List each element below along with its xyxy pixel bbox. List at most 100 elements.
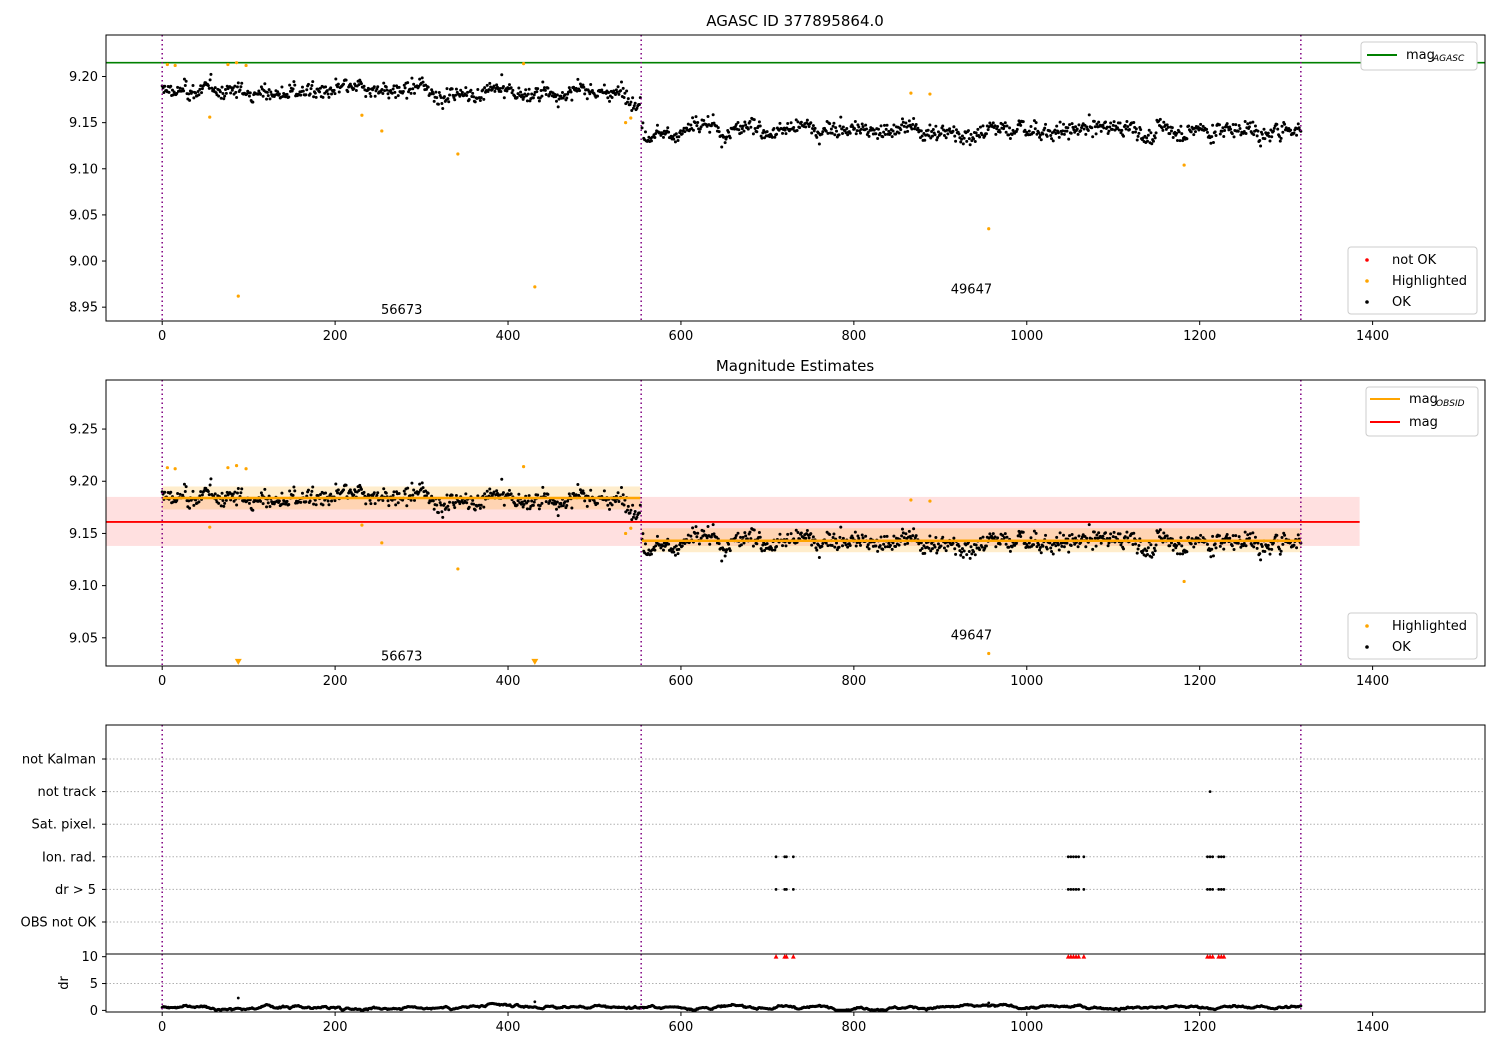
ok-point	[190, 90, 194, 94]
ok-point	[666, 126, 670, 130]
ok-point	[265, 90, 269, 94]
ok-point	[629, 508, 633, 512]
ok-point	[1158, 117, 1162, 121]
ok-point	[336, 491, 340, 495]
ok-point	[1101, 534, 1105, 538]
ok-point	[1289, 128, 1293, 132]
ok-point	[695, 124, 699, 128]
ok-point	[376, 85, 380, 89]
ok-point	[993, 535, 997, 539]
x-tick-label: 1200	[1183, 1020, 1216, 1035]
ok-point	[1058, 120, 1062, 124]
flag-point	[785, 888, 788, 891]
ok-point	[888, 131, 892, 135]
ok-point	[697, 542, 701, 546]
ok-point	[439, 96, 443, 100]
ok-point	[1170, 126, 1174, 130]
ok-point	[946, 132, 950, 136]
ok-point	[396, 501, 400, 505]
ok-point	[727, 130, 731, 134]
y-tick-label: 9.00	[69, 255, 98, 270]
x-tick-label: 1000	[1010, 674, 1043, 689]
ok-point	[373, 502, 377, 506]
ok-point	[1065, 541, 1069, 545]
ok-point	[728, 136, 732, 140]
ok-point	[1007, 133, 1011, 137]
ok-point	[1152, 546, 1156, 550]
ok-point	[1177, 130, 1181, 134]
ok-point	[380, 87, 384, 91]
ok-point	[266, 501, 270, 505]
ok-point	[1209, 141, 1213, 145]
ok-point	[386, 92, 390, 96]
ok-point	[654, 544, 658, 548]
ok-point	[614, 93, 618, 97]
ok-point	[1091, 135, 1095, 139]
ok-point	[614, 88, 618, 92]
ok-point	[901, 531, 905, 535]
ok-point	[176, 491, 180, 495]
ok-point	[1019, 535, 1023, 539]
ok-point	[757, 531, 761, 535]
ok-point	[441, 106, 445, 110]
ok-point	[342, 488, 346, 492]
ok-point	[1023, 128, 1027, 132]
ok-point	[308, 92, 312, 96]
highlighted-point	[234, 61, 239, 65]
ok-point	[209, 72, 213, 76]
ok-point	[229, 91, 233, 95]
ok-point	[495, 83, 499, 87]
ok-point	[1109, 532, 1113, 536]
flag-category-label: Sat. pixel.	[32, 818, 96, 833]
ok-point	[798, 126, 802, 130]
ok-point	[333, 499, 337, 503]
ok-point	[775, 545, 779, 549]
ok-point	[498, 493, 502, 497]
ok-point	[972, 550, 976, 554]
ok-point	[1131, 130, 1135, 134]
ok-point	[247, 501, 251, 505]
ok-point	[881, 547, 885, 551]
ok-point	[1021, 530, 1025, 534]
ok-point	[412, 488, 416, 492]
ok-point	[694, 525, 698, 529]
ok-point	[346, 90, 350, 94]
ok-point	[1160, 126, 1164, 130]
magnitude-y-axis: 9.05 9.10 9.15 9.20 9.25	[69, 423, 106, 646]
legend-marker-ok	[1365, 645, 1369, 649]
ok-point	[448, 93, 452, 97]
dr-point	[1299, 1004, 1303, 1008]
ok-point	[820, 132, 824, 136]
ok-point	[858, 131, 862, 135]
ok-point	[619, 485, 623, 489]
ok-point	[1048, 541, 1052, 545]
ok-point	[305, 88, 309, 92]
ok-point	[393, 90, 397, 94]
ok-point	[1061, 541, 1065, 545]
ok-point	[1107, 129, 1111, 133]
ok-point	[1151, 139, 1155, 143]
ok-point	[515, 96, 519, 100]
ok-point	[207, 86, 211, 90]
ok-point	[1253, 124, 1257, 128]
ok-point	[352, 87, 356, 91]
highlighted-point	[909, 498, 913, 502]
ok-point	[324, 491, 328, 495]
ok-point	[859, 127, 863, 131]
ok-point	[872, 128, 876, 132]
ok-point	[222, 97, 226, 101]
ok-point	[417, 84, 421, 88]
ok-point	[653, 548, 657, 552]
ok-point	[1277, 547, 1281, 551]
ok-point	[167, 90, 171, 94]
ok-point	[1169, 541, 1173, 545]
ok-point	[292, 485, 296, 489]
ok-point	[1087, 113, 1091, 117]
flag-point	[1206, 888, 1209, 891]
flag-category-label: not track	[37, 785, 96, 800]
ok-point	[384, 491, 388, 495]
ok-point	[521, 97, 525, 101]
ok-point	[751, 132, 755, 136]
ok-point	[359, 82, 363, 86]
ok-point	[539, 89, 543, 93]
